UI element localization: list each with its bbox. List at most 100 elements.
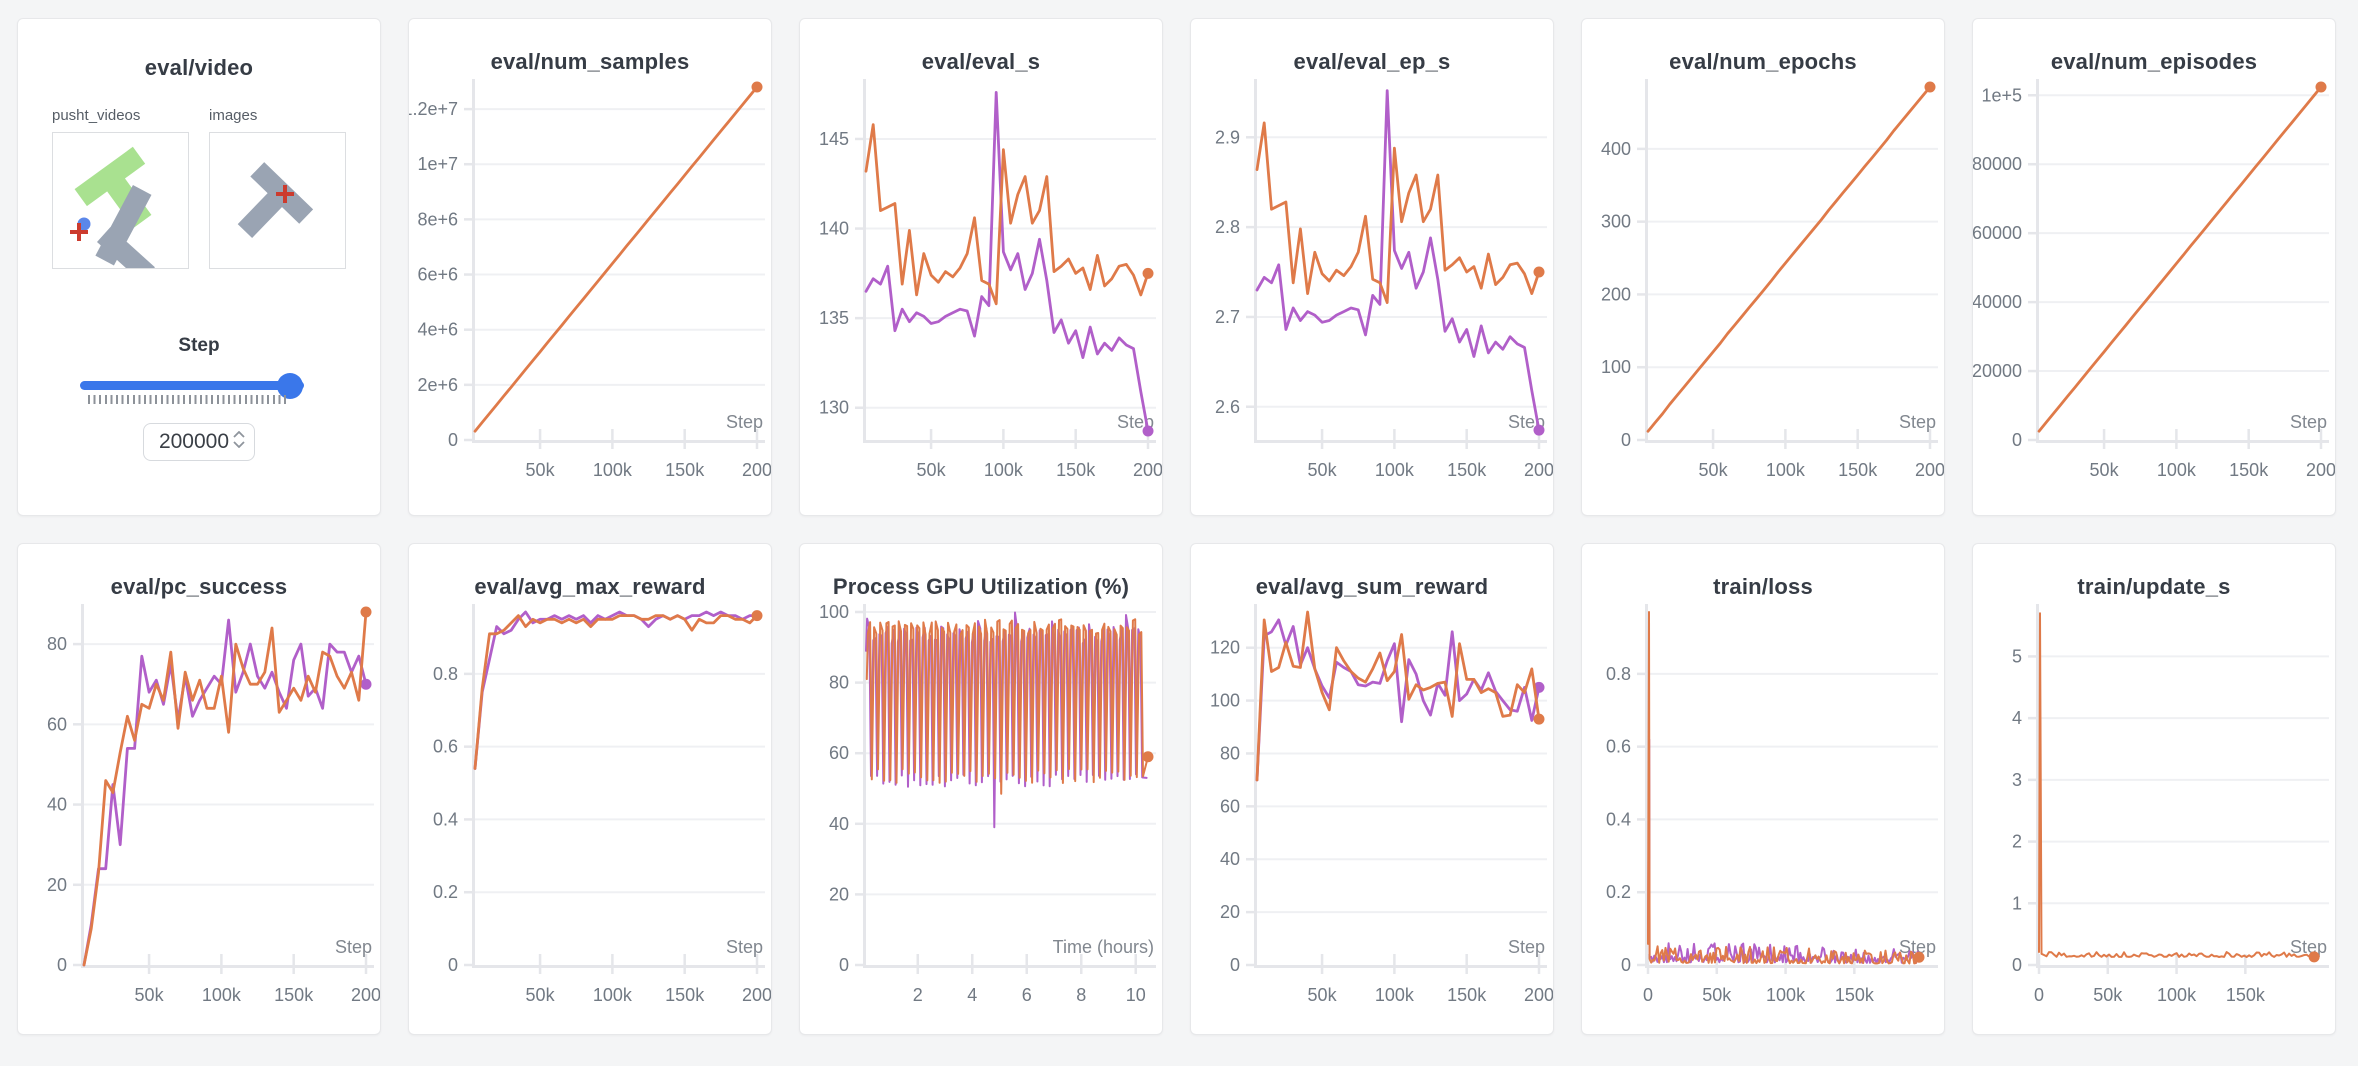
xtick-label: 6 [1022,985,1032,1005]
xtick-label: 100k [1766,460,1806,480]
ytick-label: 100 [1210,691,1240,711]
chart-panel: train/update_s 0 1 2 3 4 5 0 50k 100k 150k Step [1972,543,2336,1035]
xtick-label: 200 [1915,460,1945,480]
ytick-label: 1 [2012,893,2022,913]
chart-canvas[interactable]: 0 20 40 60 80 50k 100k 150k 200 Step [18,600,380,1028]
pusht-video-thumbnail[interactable] [52,132,189,283]
ytick-label: 0 [2012,430,2022,450]
series-orange [1647,611,1920,965]
step-slider-thumb[interactable] [277,373,303,399]
ytick-label: 1e+5 [1981,85,2022,105]
ytick-label: 60 [1220,796,1240,816]
xtick-label: 50k [1699,460,1729,480]
ytick-label: 6e+6 [417,265,458,285]
series-endpoint-dot [1142,267,1154,279]
chart-title: eval/num_epochs [1669,49,1857,74]
object-tee-shape [95,184,155,283]
step-spinner[interactable] [233,431,245,448]
chart-canvas[interactable]: 0 20 40 60 80 100 120 50k 100k 150k 200 Step [1191,600,1553,1028]
xtick-label: 50k [917,460,947,480]
ytick-label: 2.7 [1215,307,1240,327]
xtick-label: 150k [1835,985,1875,1005]
ytick-label: 20 [47,875,67,895]
xtick-label: 150k [665,985,705,1005]
chart-canvas[interactable]: 0 20 40 60 80 100 2 4 6 8 10 Time (hours) [800,600,1162,1028]
xtick-label: 100k [1766,985,1806,1005]
xtick-label: 200 [742,460,772,480]
series-endpoint-dot [1913,951,1925,963]
images-thumbnail[interactable] [209,132,346,269]
chart-title: train/update_s [2077,574,2231,599]
chevron-up-icon[interactable] [233,431,245,438]
series-endpoint-dot [1533,266,1545,278]
xtick-label: 200 [351,985,381,1005]
video-panel: eval/video pusht_videos [17,18,381,516]
ytick-label: 40 [47,795,67,815]
chart-panel: eval/avg_sum_reward 0 20 40 60 80 100 120 50k 100… [1190,543,1554,1035]
xtick-label: 50k [526,460,556,480]
xtick-label: 100k [1375,985,1415,1005]
x-axis-label: Step [1508,937,1545,957]
chart-panel: eval/num_episodes 0 20000 40000 60000 80000 1e… [1972,18,2336,516]
ytick-label: 0 [1230,955,1240,975]
xtick-label: 200 [1524,460,1554,480]
series-purple [473,610,759,770]
xtick-label: 4 [967,985,977,1005]
x-axis-label: Step [2290,937,2327,957]
ytick-label: 2 [2012,832,2022,852]
video-panel-title: eval/video [144,55,254,80]
x-axis-label: Step [726,412,763,432]
chart-panel: eval/eval_ep_s 2.6 2.7 2.8 2.9 50k 100k 150k 200… [1190,18,1554,516]
chart-title: eval/eval_ep_s [1293,49,1451,74]
ytick-label: 60 [829,743,849,763]
series-orange [1255,610,1541,782]
ytick-label: 80 [1220,743,1240,763]
xtick-label: 50k [1308,460,1338,480]
series-purple [82,618,368,967]
ytick-label: 2.9 [1215,127,1240,147]
xtick-label: 150k [1056,460,1096,480]
chevron-down-icon[interactable] [233,441,245,448]
ytick-label: 0 [839,955,849,975]
ytick-label: 135 [819,308,849,328]
ytick-label: 400 [1601,139,1631,159]
ytick-label: 2.6 [1215,397,1240,417]
chart-canvas[interactable]: 0 2e+6 4e+6 6e+6 8e+6 1e+7 1.2e+7 50k 100k 150k 20… [409,75,771,503]
chart-canvas[interactable]: 0 1 2 3 4 5 0 50k 100k 150k Step [1973,600,2335,1028]
series-purple [1647,738,1919,964]
ytick-label: 4 [2012,708,2022,728]
ytick-label: 0.6 [433,737,458,757]
chart-canvas[interactable]: 0 0.2 0.4 0.6 0.8 50k 100k 150k 200 Step [409,600,771,1028]
ytick-label: 60000 [1972,223,2022,243]
xtick-label: 100k [202,985,242,1005]
chart-canvas[interactable]: 0 100 200 300 400 50k 100k 150k 200 Step [1582,75,1944,503]
ytick-label: 140 [819,219,849,239]
media-label: pusht_videos [52,107,141,124]
chart-title: eval/avg_sum_reward [1255,574,1489,599]
step-slider-track[interactable] [80,381,304,390]
chart-canvas[interactable]: 0 0.2 0.4 0.6 0.8 0 50k 100k 150k Step [1582,600,1944,1028]
ytick-label: 0 [1621,430,1631,450]
x-axis-label: Step [1899,937,1936,957]
xtick-label: 150k [1838,460,1878,480]
step-value-input[interactable]: 200000 [158,430,230,453]
x-axis-label: Step [2290,412,2327,432]
ytick-label: 2.8 [1215,217,1240,237]
chart-panel: eval/num_epochs 0 100 200 300 400 50k 100k 150k 2… [1581,18,1945,516]
ytick-label: 1.2e+7 [408,99,458,119]
chart-canvas[interactable]: 0 20000 40000 60000 80000 1e+5 50k 100k 150k 200 S… [1973,75,2335,503]
ytick-label: 100 [819,602,849,622]
target-cross [276,185,294,203]
media-row: pusht_videos [52,107,380,283]
ytick-label: 0 [448,430,458,450]
ytick-label: 1e+7 [417,154,458,174]
ytick-label: 5 [2012,646,2022,666]
series-orange [865,618,1149,795]
xtick-label: 200 [2306,460,2336,480]
xtick-label: 0 [1643,985,1653,1005]
xtick-label: 150k [1447,985,1487,1005]
series-endpoint-dot [360,678,372,690]
ytick-label: 0 [1621,955,1631,975]
